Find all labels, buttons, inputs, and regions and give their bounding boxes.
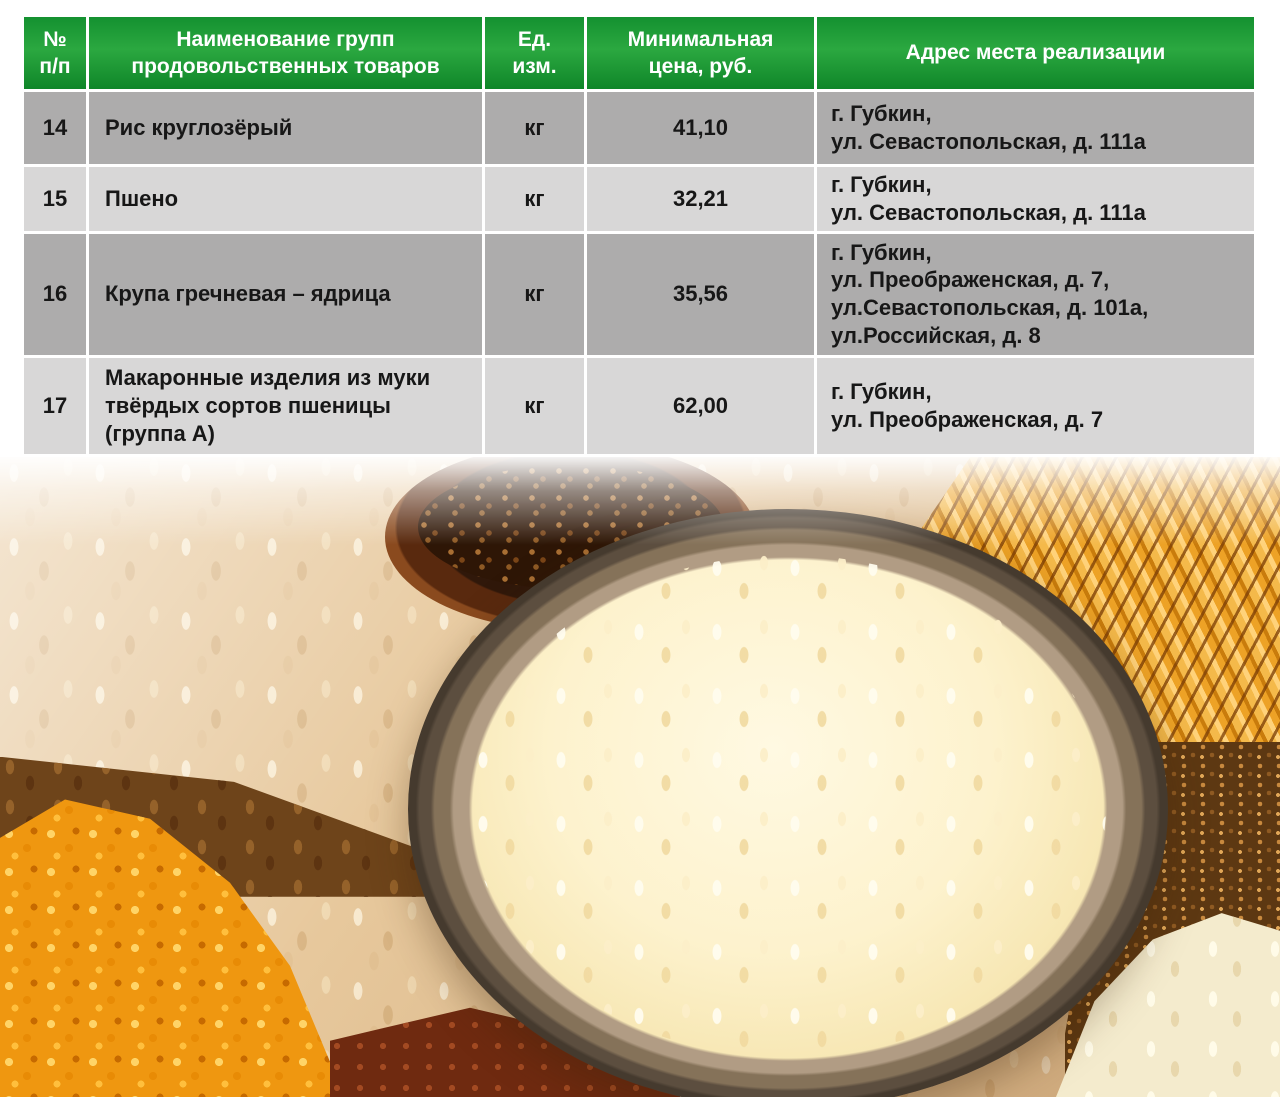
cell-address: г. Губкин, ул. Севастопольская, д. 111а: [817, 92, 1254, 164]
cell-unit: кг: [485, 233, 584, 355]
cell-product-name: Крупа гречневая – ядрица: [89, 233, 482, 355]
header-product-group: Наименование групп продовольственных тов…: [89, 17, 482, 89]
table-row: 14 Рис круглозёрый кг 41,10 г. Губкин, ул. С…: [24, 92, 1254, 164]
cell-price: 41,10: [587, 92, 814, 164]
header-min-price: Минимальная цена, руб.: [587, 17, 814, 89]
cell-number: 16: [24, 233, 86, 355]
cell-unit: кг: [485, 167, 584, 231]
cell-unit: кг: [485, 92, 584, 164]
header-address: Адрес места реализации: [817, 17, 1254, 89]
cell-price: 62,00: [587, 357, 814, 454]
cell-address: г. Губкин, ул. Севастопольская, д. 111а: [817, 167, 1254, 231]
cell-product-name: Макаронные изделия из муки твёрдых сорто…: [89, 357, 482, 454]
table-row: 15 Пшено кг 32,21 г. Губкин, ул. Севастополь…: [24, 167, 1254, 231]
header-number: № п/п: [24, 17, 86, 89]
cell-number: 14: [24, 92, 86, 164]
photo-top-fade: [0, 456, 1280, 545]
cell-product-name: Рис круглозёрый: [89, 92, 482, 164]
table-row: 16 Крупа гречневая – ядрица кг 35,56 г. Губк…: [24, 233, 1254, 355]
rice-in-bowl: [470, 554, 1106, 1057]
price-table-body: 14 Рис круглозёрый кг 41,10 г. Губкин, ул. С…: [24, 92, 1254, 454]
cell-address: г. Губкин, ул. Преображенская, д. 7, ул.…: [817, 233, 1254, 355]
table-row: 17 Макаронные изделия из муки твёрдых сор…: [24, 357, 1254, 454]
cell-price: 35,56: [587, 233, 814, 355]
rice-bowl: [408, 508, 1168, 1097]
cell-unit: кг: [485, 357, 584, 454]
grains-photo: [0, 456, 1280, 1097]
cell-address: г. Губкин, ул. Преображенская, д. 7: [817, 357, 1254, 454]
cell-number: 15: [24, 167, 86, 231]
cell-product-name: Пшено: [89, 167, 482, 231]
cell-price: 32,21: [587, 167, 814, 231]
header-unit: Ед. изм.: [485, 17, 584, 89]
price-table: № п/п Наименование групп продовольственн…: [21, 14, 1257, 457]
table-header-row: № п/п Наименование групп продовольственн…: [24, 17, 1254, 89]
cell-number: 17: [24, 357, 86, 454]
